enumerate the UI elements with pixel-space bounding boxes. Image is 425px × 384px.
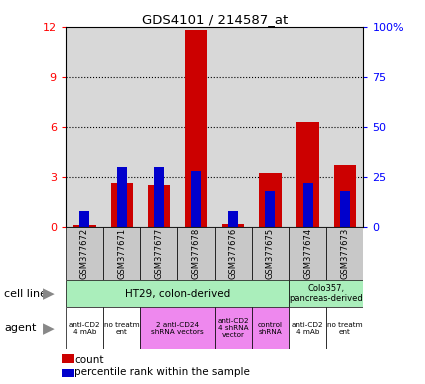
Bar	[79, 210, 90, 227]
Text: count: count	[74, 355, 104, 365]
Bar	[140, 307, 215, 349]
Text: GSM377675: GSM377675	[266, 228, 275, 279]
Bar	[252, 307, 289, 349]
Bar	[326, 307, 363, 349]
Bar	[185, 30, 207, 227]
Bar	[73, 225, 96, 227]
Bar	[222, 224, 244, 227]
Bar	[303, 183, 313, 227]
Title: GDS4101 / 214587_at: GDS4101 / 214587_at	[142, 13, 288, 26]
Bar	[66, 307, 103, 349]
Bar	[296, 122, 319, 227]
Bar	[103, 227, 140, 280]
Text: GSM377673: GSM377673	[340, 228, 349, 279]
Text: GSM377672: GSM377672	[80, 228, 89, 279]
Text: GSM377671: GSM377671	[117, 228, 126, 279]
Text: GSM377676: GSM377676	[229, 228, 238, 279]
Bar	[228, 210, 238, 227]
Bar	[148, 185, 170, 227]
Bar	[215, 307, 252, 349]
Bar	[116, 167, 127, 227]
Bar	[178, 227, 215, 280]
Bar	[252, 227, 289, 280]
Text: cell line: cell line	[4, 289, 47, 299]
Text: GSM377677: GSM377677	[154, 228, 163, 279]
Bar	[340, 190, 350, 227]
Bar	[259, 173, 281, 227]
Bar	[62, 369, 74, 377]
Bar	[66, 227, 103, 280]
Text: ▶: ▶	[43, 286, 55, 301]
Bar	[289, 227, 326, 280]
Bar	[289, 280, 363, 307]
Bar	[110, 183, 133, 227]
Text: percentile rank within the sample: percentile rank within the sample	[74, 367, 250, 377]
Text: anti-CD2
4 shRNA
vector: anti-CD2 4 shRNA vector	[218, 318, 249, 338]
Text: GSM377674: GSM377674	[303, 228, 312, 279]
Text: control
shRNA: control shRNA	[258, 322, 283, 335]
Text: ▶: ▶	[43, 321, 55, 336]
Text: agent: agent	[4, 323, 37, 333]
Text: anti-CD2
4 mAb: anti-CD2 4 mAb	[292, 322, 323, 335]
Bar	[215, 227, 252, 280]
Bar	[140, 227, 178, 280]
Bar	[334, 165, 356, 227]
Text: 2 anti-CD24
shRNA vectors: 2 anti-CD24 shRNA vectors	[151, 322, 204, 335]
Bar	[289, 307, 326, 349]
Bar	[62, 354, 74, 363]
Text: no treatm
ent: no treatm ent	[327, 322, 363, 335]
Bar	[103, 307, 140, 349]
Text: Colo357,
pancreas-derived: Colo357, pancreas-derived	[289, 284, 363, 303]
Bar	[191, 170, 201, 227]
Bar	[154, 167, 164, 227]
Bar	[265, 190, 275, 227]
Bar	[326, 227, 363, 280]
Text: no treatm
ent: no treatm ent	[104, 322, 139, 335]
Text: HT29, colon-derived: HT29, colon-derived	[125, 289, 230, 299]
Text: GSM377678: GSM377678	[192, 228, 201, 279]
Text: anti-CD2
4 mAb: anti-CD2 4 mAb	[69, 322, 100, 335]
Bar	[66, 280, 289, 307]
